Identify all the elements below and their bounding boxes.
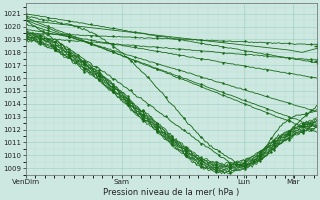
X-axis label: Pression niveau de la mer( hPa ): Pression niveau de la mer( hPa ) [103, 188, 239, 197]
